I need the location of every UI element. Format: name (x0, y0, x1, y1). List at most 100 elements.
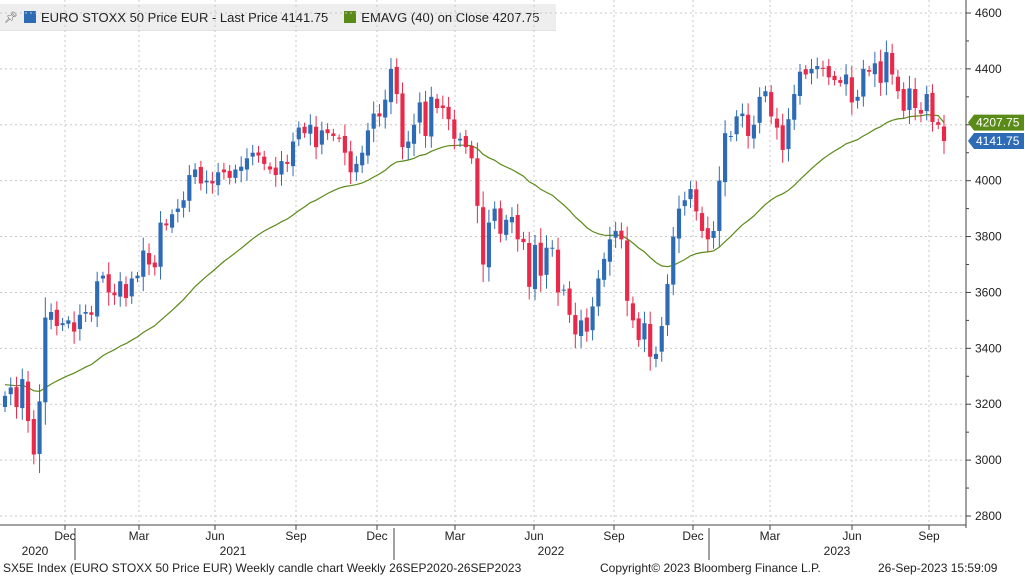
pin-icon[interactable]: 📌︎ (4, 11, 18, 24)
candle-body (843, 74, 849, 85)
candle-body (728, 135, 733, 137)
candle-body (711, 230, 716, 238)
candle-down (285, 154, 290, 173)
candle-body (607, 239, 612, 262)
candle-down (337, 134, 342, 143)
candle-body (659, 325, 664, 352)
candle-body (861, 68, 866, 97)
candle-body (187, 175, 192, 201)
year-label: 2021 (220, 544, 247, 558)
candle-body (446, 106, 451, 120)
candle-body (734, 116, 739, 135)
candle-body (890, 52, 895, 75)
candle-up (642, 311, 647, 353)
candle-down (832, 71, 837, 86)
candle-body (210, 180, 215, 184)
candle-body (699, 213, 705, 231)
candle-body (723, 133, 728, 183)
candle-body (2, 395, 8, 408)
footer-description: SX5E Index (EURO STOXX 50 Price EUR) Wee… (3, 561, 522, 575)
candle-up (244, 148, 250, 181)
candle-body (54, 309, 59, 326)
candle-up (509, 207, 515, 234)
ytick-label: 4400 (975, 62, 1002, 76)
candle-body (112, 292, 117, 296)
candle-up (843, 64, 849, 96)
candle-down (446, 96, 451, 131)
candle-down (31, 410, 36, 465)
candle-body (175, 208, 180, 212)
candle-down (555, 237, 561, 306)
candle-body (135, 275, 140, 279)
candle-body (43, 317, 48, 403)
candle-body (578, 320, 584, 337)
candle-body (509, 216, 515, 223)
candle-body (867, 70, 872, 72)
candle-down (400, 82, 405, 160)
candle-body (936, 122, 941, 125)
candle-up (757, 87, 762, 134)
candle-body (181, 200, 186, 208)
candle-up (504, 214, 509, 241)
candle-body (296, 127, 301, 140)
candle-body (360, 152, 365, 166)
candle-up (2, 391, 8, 413)
candle-body (878, 61, 883, 83)
candle-down (630, 296, 636, 328)
xtick-label: Mar (445, 529, 466, 543)
candle-up (181, 191, 186, 218)
candle-body (452, 119, 457, 139)
candle-body (630, 303, 636, 321)
candle-body (290, 141, 296, 167)
candle-up (907, 75, 912, 125)
candle-body (31, 419, 36, 455)
candle-down (918, 102, 924, 123)
candle-body (901, 89, 906, 111)
candle-down (694, 181, 699, 221)
candle-body (14, 387, 19, 408)
candle-down (774, 107, 780, 140)
candle-up (118, 272, 123, 307)
candle-up (158, 211, 163, 280)
candle-up (786, 108, 791, 162)
candle-body (492, 208, 497, 221)
candle-body (279, 161, 284, 175)
last-price-tag: 4141.75 (968, 133, 1024, 150)
candle-body (463, 135, 468, 148)
candle-body (158, 222, 163, 267)
candle-up (861, 59, 866, 107)
candle-down (267, 162, 273, 174)
candle-body (331, 133, 336, 136)
candle-body (676, 208, 682, 239)
candle-up (360, 145, 365, 174)
xtick-label: Jun (842, 529, 861, 543)
candle-body (123, 284, 129, 299)
candle-body (515, 215, 520, 240)
footer-timestamp: 26-Sep-2023 15:59:09 (878, 561, 998, 575)
candle-down (452, 109, 457, 150)
candle-body (377, 113, 382, 117)
candle-up (77, 304, 82, 341)
candle-up (296, 121, 301, 147)
candle-body (193, 169, 198, 178)
candle-body (388, 68, 394, 103)
candle-down (273, 156, 278, 187)
candle-body (590, 306, 595, 331)
candle-body (365, 130, 371, 156)
ema-layer (4, 114, 945, 393)
candle-body (250, 152, 255, 157)
candle-up (855, 89, 860, 109)
candle-body (169, 214, 175, 228)
candle-body (394, 66, 399, 95)
candle-body (786, 119, 791, 150)
candle-body (146, 253, 152, 265)
candle-down (256, 145, 261, 163)
candle-down (164, 218, 169, 231)
candle-up (723, 120, 728, 197)
candle-up (797, 63, 803, 105)
candle-body (826, 66, 831, 78)
candle-body (319, 130, 324, 145)
candle-body (884, 52, 889, 83)
candle-body (486, 222, 491, 268)
candle-body (757, 96, 762, 123)
